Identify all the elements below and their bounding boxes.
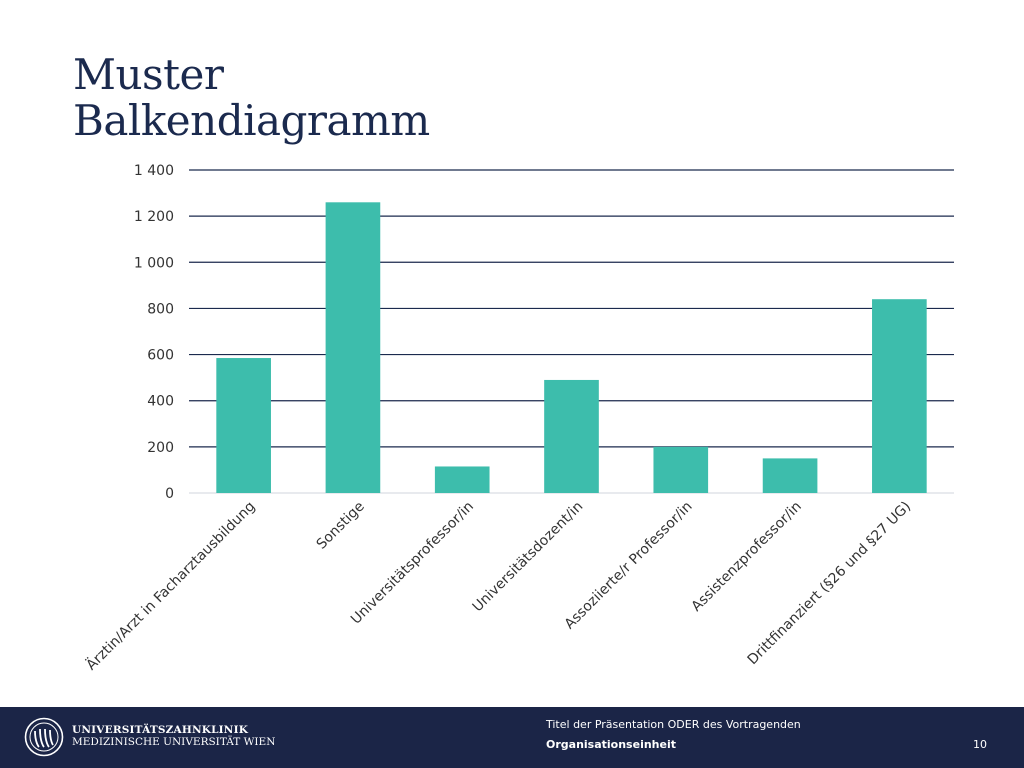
y-tick-label: 1 400 — [134, 163, 174, 179]
x-tick-label: Assoziierte/r Professor/in — [562, 499, 696, 633]
y-tick-label: 600 — [147, 348, 174, 364]
university-name-line1: UNIVERSITÄTSZAHNKLINIK — [72, 724, 249, 736]
slide-title: Muster Balkendiagramm — [73, 52, 430, 144]
y-tick-label: 800 — [147, 301, 174, 317]
slide-title-line1: Muster — [73, 50, 224, 99]
university-seal-icon — [24, 717, 64, 757]
y-tick-label: 1 000 — [134, 255, 174, 271]
bar — [216, 358, 271, 493]
page-number: 10 — [973, 738, 987, 751]
university-name: UNIVERSITÄTSZAHNKLINIK MEDIZINISCHE UNIV… — [72, 724, 275, 748]
university-name-line2: MEDIZINISCHE UNIVERSITÄT WIEN — [72, 736, 276, 748]
footer-bar: UNIVERSITÄTSZAHNKLINIK MEDIZINISCHE UNIV… — [0, 707, 1024, 768]
x-tick-label: Ärztin/Arzt in Facharztausbildung — [82, 497, 258, 673]
bar — [653, 446, 709, 493]
y-tick-label: 0 — [165, 486, 174, 502]
bar — [544, 379, 599, 493]
x-tick-label: Assistenzprofessor/in — [689, 499, 805, 615]
presentation-title: Titel der Präsentation ODER des Vortrage… — [546, 718, 801, 731]
bar — [325, 202, 381, 494]
organisation-unit: Organisationseinheit — [546, 738, 676, 751]
x-tick-label: Sonstige — [314, 499, 368, 553]
slide-title-line2: Balkendiagramm — [73, 96, 430, 145]
y-tick-label: 400 — [147, 394, 174, 410]
bar — [762, 458, 818, 493]
bar — [872, 299, 927, 493]
y-tick-label: 1 200 — [134, 209, 174, 225]
bar-chart: 0 200 400 600 800 1 000 1 200 1 400 Ärztin/Arzt … — [82, 163, 954, 674]
bar — [434, 466, 490, 493]
x-tick-label: Universitätsdozent/in — [470, 499, 587, 616]
y-tick-label: 200 — [147, 440, 174, 456]
x-tick-label: Universitätsprofessor/in — [348, 499, 477, 628]
